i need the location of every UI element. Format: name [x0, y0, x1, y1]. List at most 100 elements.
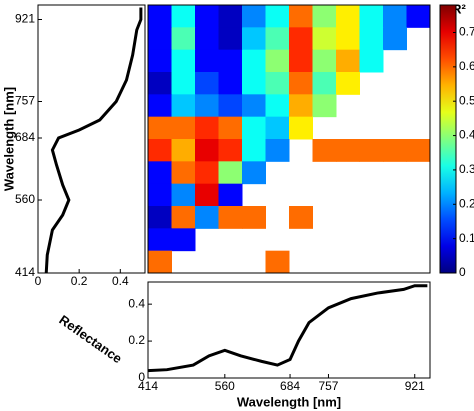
heatmap-cell [289, 94, 313, 118]
heatmap-cell [242, 49, 266, 73]
y-tick-label: 0.4 [128, 296, 145, 310]
colorbar-tick-label: 0.1 [459, 231, 474, 245]
heatmap-cell [218, 206, 243, 229]
x-tick-label: 560 [215, 379, 235, 393]
heatmap-cell [312, 5, 337, 28]
heatmap-cell [218, 161, 243, 185]
x-tick-label: 757 [318, 379, 338, 393]
y-tick-label: 414 [15, 265, 35, 279]
colorbar [439, 4, 457, 274]
heatmap-cell [265, 94, 290, 118]
heatmap-cell [171, 206, 196, 229]
y-tick-label: 757 [15, 94, 35, 108]
heatmap-cell [336, 5, 360, 28]
heatmap-cell [148, 161, 172, 185]
heatmap-cell [171, 94, 196, 118]
heatmap-cell [218, 5, 243, 28]
heatmap-cell [148, 183, 172, 207]
heatmap-cell [195, 72, 219, 95]
heatmap-cell [148, 116, 172, 140]
heatmap-cell [195, 94, 219, 118]
heatmap-cell [148, 27, 172, 51]
y-tick-label: 560 [15, 192, 35, 206]
heatmap-cell [171, 116, 196, 140]
heatmap-cell [289, 49, 313, 73]
heatmap-cell [195, 116, 219, 140]
colorbar-tick-label: 0.6 [459, 59, 474, 73]
heatmap-cell [195, 161, 219, 185]
x-axis-label: Reflectance [56, 312, 124, 366]
heatmap-cell [336, 27, 360, 51]
heatmap-cell [195, 5, 219, 28]
heatmap-cell [148, 228, 172, 252]
y-tick-label: 921 [15, 12, 35, 26]
colorbar-tick-label: 0.7 [459, 25, 474, 39]
heatmap-cell [218, 116, 243, 140]
colorbar-tick-label: 0 [459, 265, 466, 279]
heatmap-cell [406, 5, 431, 28]
heatmap-cell [218, 27, 243, 51]
heatmap-cell [289, 116, 313, 140]
colorbar-tick-label: 0.5 [459, 93, 474, 107]
x-axis-label: Wavelength [nm] [237, 394, 341, 409]
heatmap-cell [171, 5, 196, 28]
heatmap-cell [218, 139, 243, 162]
axes-frame [37, 4, 146, 274]
heatmap-cell [218, 183, 243, 207]
heatmap-cell [359, 27, 384, 51]
heatmap-cell [171, 49, 196, 73]
heatmap-cell [242, 27, 266, 51]
heatmap-cell [148, 206, 172, 229]
y-tick-label: 684 [15, 130, 35, 144]
colorbar-tick-label: 0.2 [459, 196, 474, 210]
axes-frame [147, 4, 431, 274]
heatmap-cell [242, 5, 266, 28]
heatmap-cell [312, 94, 337, 118]
x-tick-label: 684 [280, 379, 300, 393]
heatmap-cell [336, 139, 360, 162]
x-tick-label: 0 [35, 274, 42, 288]
heatmap-cell [171, 139, 196, 162]
heatmap-cell [242, 94, 266, 118]
heatmap-cell [171, 228, 196, 252]
x-tick-label: 414 [138, 379, 158, 393]
heatmap-cell [242, 139, 266, 162]
heatmap-cell [148, 5, 172, 28]
heatmap-cell [171, 183, 196, 207]
x-tick-label: 0.2 [71, 274, 88, 288]
heatmap-cell [359, 5, 384, 28]
heatmap-cell [312, 49, 337, 73]
heatmap-cell [265, 72, 290, 95]
heatmap-cell [218, 94, 243, 118]
heatmap-cell [289, 5, 313, 28]
heatmap-cell [383, 27, 407, 51]
heatmap-cell [265, 250, 290, 274]
heatmap-cell [195, 27, 219, 51]
heatmap-cell [265, 5, 290, 28]
heatmap-cell [242, 161, 266, 185]
x-tick-label: 0.4 [112, 274, 129, 288]
heatmap-cell [195, 49, 219, 73]
heatmap-cell [312, 27, 337, 51]
y-axis-label: Wavelength [nm] [1, 87, 16, 191]
heatmap-cell [148, 139, 172, 162]
reflectance-line [147, 284, 428, 373]
y-tick-label: 0.2 [128, 333, 145, 347]
heatmap-cell [171, 161, 196, 185]
heatmap-cell [289, 27, 313, 51]
heatmap-cell [289, 72, 313, 95]
heatmap-cell [383, 5, 407, 28]
heatmap-cell [289, 206, 313, 229]
heatmap-cell [359, 49, 384, 73]
heatmap-cell [336, 72, 360, 95]
colorbar-tick-label: 0.3 [459, 162, 474, 176]
heatmap-cell [336, 49, 360, 73]
heatmap-cell [265, 49, 290, 73]
heatmap-cell [148, 72, 172, 95]
y-tick-label: 0 [138, 370, 145, 384]
heatmap-cell [218, 72, 243, 95]
heatmap-cell [265, 27, 290, 51]
heatmap-cell [406, 139, 431, 162]
heatmap-cell [265, 116, 290, 140]
